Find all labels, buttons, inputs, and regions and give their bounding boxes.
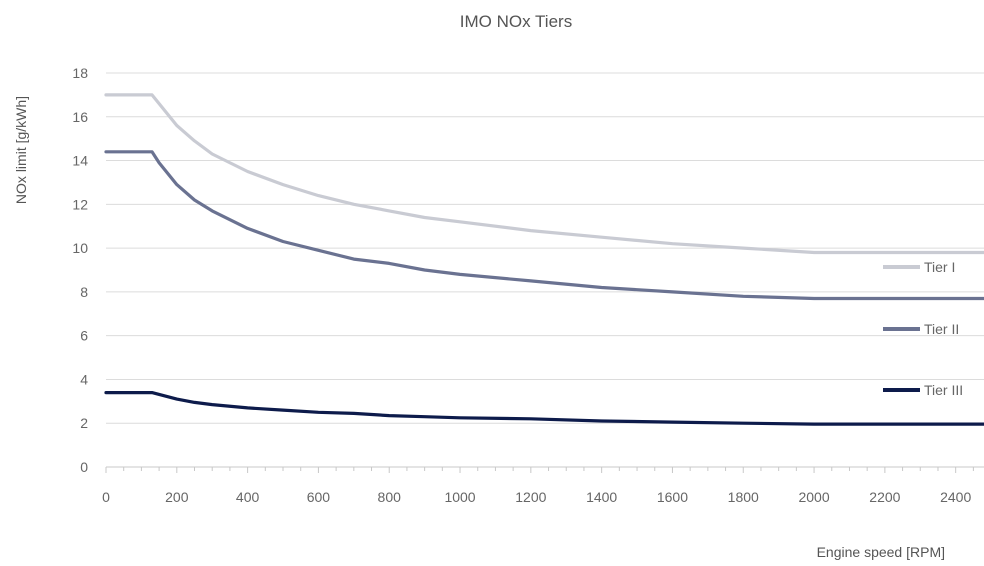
legend-label: Tier III	[924, 382, 963, 398]
y-axis: 0 2 4 6 8 10 12 14 16 18	[72, 65, 88, 475]
x-tick-label: 200	[165, 489, 189, 505]
y-tick-label: 2	[80, 415, 88, 431]
x-tick-label: 1000	[444, 489, 475, 505]
series-line-3	[104, 391, 984, 426]
y-tick-label: 0	[80, 459, 88, 475]
legend-label: Tier I	[924, 259, 955, 275]
series-line-1	[104, 93, 984, 255]
y-tick-label: 16	[72, 109, 88, 125]
y-axis-label: NOx limit [g/kWh]	[13, 96, 29, 204]
x-tick-label: 1600	[657, 489, 688, 505]
x-tick-label: 1200	[515, 489, 546, 505]
x-tick-label: 2000	[798, 489, 829, 505]
legend-label: Tier II	[924, 321, 959, 337]
x-tick-label: 2400	[940, 489, 971, 505]
x-axis: 0 200 400 600 800 1000 1200 1400 1600 1800 2000 220…	[102, 467, 974, 505]
y-tick-label: 18	[72, 65, 88, 81]
x-tick-label: 800	[378, 489, 402, 505]
y-tick-label: 10	[72, 240, 88, 256]
x-tick-label: 1400	[586, 489, 617, 505]
x-tick-label: 400	[236, 489, 260, 505]
x-tick-label: 0	[102, 489, 110, 505]
x-axis-label: Engine speed [RPM]	[817, 544, 945, 560]
y-tick-label: 12	[72, 196, 88, 212]
y-tick-label: 8	[80, 284, 88, 300]
legend: Tier I Tier II Tier III	[883, 259, 963, 398]
x-tick-label: 2200	[869, 489, 900, 505]
gridlines	[106, 72, 984, 468]
y-tick-label: 6	[80, 328, 88, 344]
series-line-2	[104, 150, 984, 301]
y-tick-label: 14	[72, 153, 88, 169]
chart-title: IMO NOx Tiers	[460, 12, 572, 31]
series-lines	[104, 93, 984, 426]
x-tick-label: 1800	[728, 489, 759, 505]
y-tick-label: 4	[80, 371, 88, 387]
x-tick-label: 600	[307, 489, 331, 505]
